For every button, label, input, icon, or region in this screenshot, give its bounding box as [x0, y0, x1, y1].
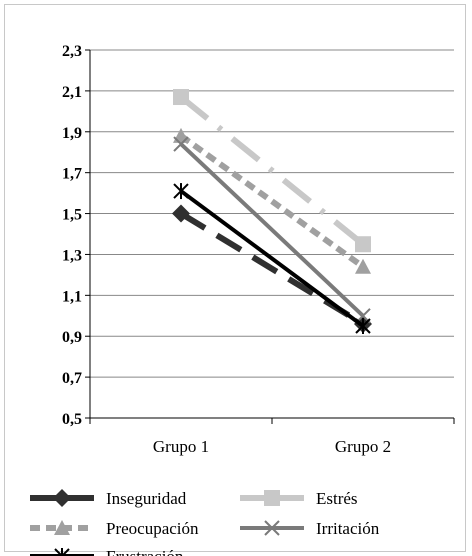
legend-item: Preocupación	[30, 519, 199, 538]
data-point	[173, 183, 189, 200]
marker-stroke	[264, 520, 280, 536]
legend-marker	[264, 490, 280, 506]
series-line	[179, 94, 365, 247]
legend-label: Preocupación	[106, 519, 199, 538]
legend-label: Inseguridad	[106, 489, 187, 508]
gridlines	[90, 49, 454, 378]
series-line	[179, 142, 365, 318]
data-point	[355, 258, 371, 274]
y-tick-label: 1,5	[62, 207, 82, 224]
legend-item: Inseguridad	[30, 489, 187, 508]
y-tick-label: 1,7	[62, 166, 82, 183]
data-point	[173, 89, 189, 106]
y-tick-label: 2,3	[62, 43, 82, 60]
marker-stroke	[54, 548, 64, 556]
series-line	[179, 189, 365, 328]
data-point	[355, 318, 371, 334]
legend-item: Estrés	[240, 489, 358, 508]
x-category-label: Grupo 1	[153, 437, 209, 456]
legend: Inseguridad Estrés Preocupación Irritación F…	[30, 489, 380, 556]
y-tick-label: 1,9	[62, 125, 82, 142]
marker-stroke	[60, 548, 70, 556]
legend-marker	[53, 489, 71, 507]
legend-marker	[54, 548, 70, 556]
data-point	[173, 127, 189, 143]
series-1	[173, 89, 371, 253]
series-line	[179, 133, 365, 270]
x-axis: Grupo 1 Grupo 2	[89, 417, 455, 456]
legend-item: Irritación	[240, 519, 380, 538]
data-point	[172, 204, 190, 223]
x-category-label: Grupo 2	[335, 437, 391, 456]
data-point	[355, 236, 371, 253]
legend-marker	[264, 520, 280, 536]
legend-label: Frustración	[106, 547, 184, 556]
marker-stroke	[173, 136, 189, 152]
y-tick-label: 2,1	[62, 84, 82, 101]
y-tick-label: 0,9	[62, 329, 82, 346]
series-2	[173, 127, 371, 274]
legend-label: Estrés	[316, 489, 358, 508]
legend-item: Frustración	[30, 547, 184, 556]
series-group	[172, 89, 372, 334]
y-axis: 0,5 0,7 0,9 1,1 1,3 1,5 1,7 1,9 2,1 2,3	[62, 43, 91, 428]
chart-frame	[4, 4, 466, 552]
y-tick-label: 0,5	[62, 411, 82, 428]
series-4	[173, 183, 371, 334]
data-point	[173, 136, 189, 152]
y-tick-label: 1,1	[62, 288, 82, 305]
y-tick-label: 0,7	[62, 370, 82, 387]
legend-label: Irritación	[316, 519, 380, 538]
legend-marker	[54, 520, 70, 535]
y-tick-label: 1,3	[62, 247, 82, 264]
